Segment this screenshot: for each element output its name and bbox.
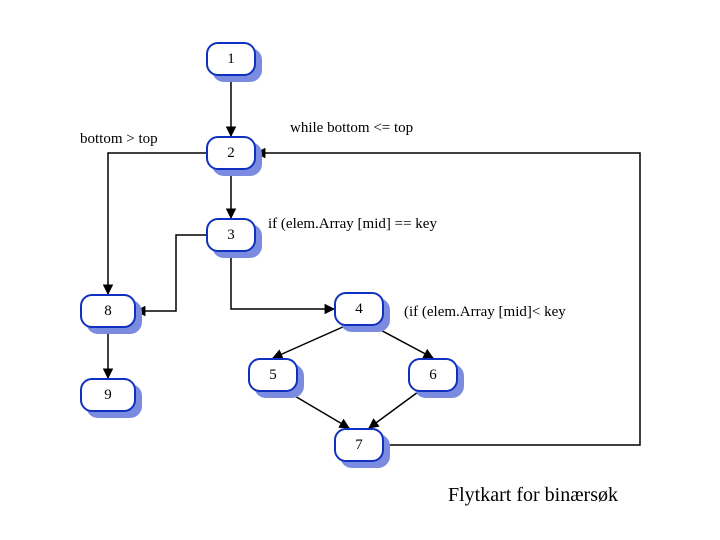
flowchart-edge (136, 235, 206, 311)
flowchart-node: 2 (206, 136, 256, 170)
edge-label: bottom > top (80, 131, 158, 148)
flowchart-canvas: 1 2 3 4 5 6 7 8 9 bottom > top while bottom <= to… (0, 0, 720, 540)
edge-label: (if (elem.Array [mid]< key (404, 304, 566, 321)
flowchart-node: 5 (248, 358, 298, 392)
flowchart-node: 3 (206, 218, 256, 252)
flowchart-edge (231, 252, 334, 309)
flowchart-edge (369, 392, 418, 428)
flowchart-node: 1 (206, 42, 256, 76)
edge-label: while bottom <= top (290, 120, 413, 137)
flowchart-edge (108, 153, 206, 294)
flowchart-node: 4 (334, 292, 384, 326)
caption: Flytkart for binærsøk (448, 484, 618, 507)
flowchart-node: 9 (80, 378, 136, 412)
flowchart-edge (288, 392, 349, 428)
flowchart-node: 6 (408, 358, 458, 392)
flowchart-edge (256, 153, 640, 445)
edge-label: if (elem.Array [mid] == key (268, 216, 437, 233)
flowchart-node: 7 (334, 428, 384, 462)
flowchart-node: 8 (80, 294, 136, 328)
flowchart-edge (273, 326, 345, 358)
